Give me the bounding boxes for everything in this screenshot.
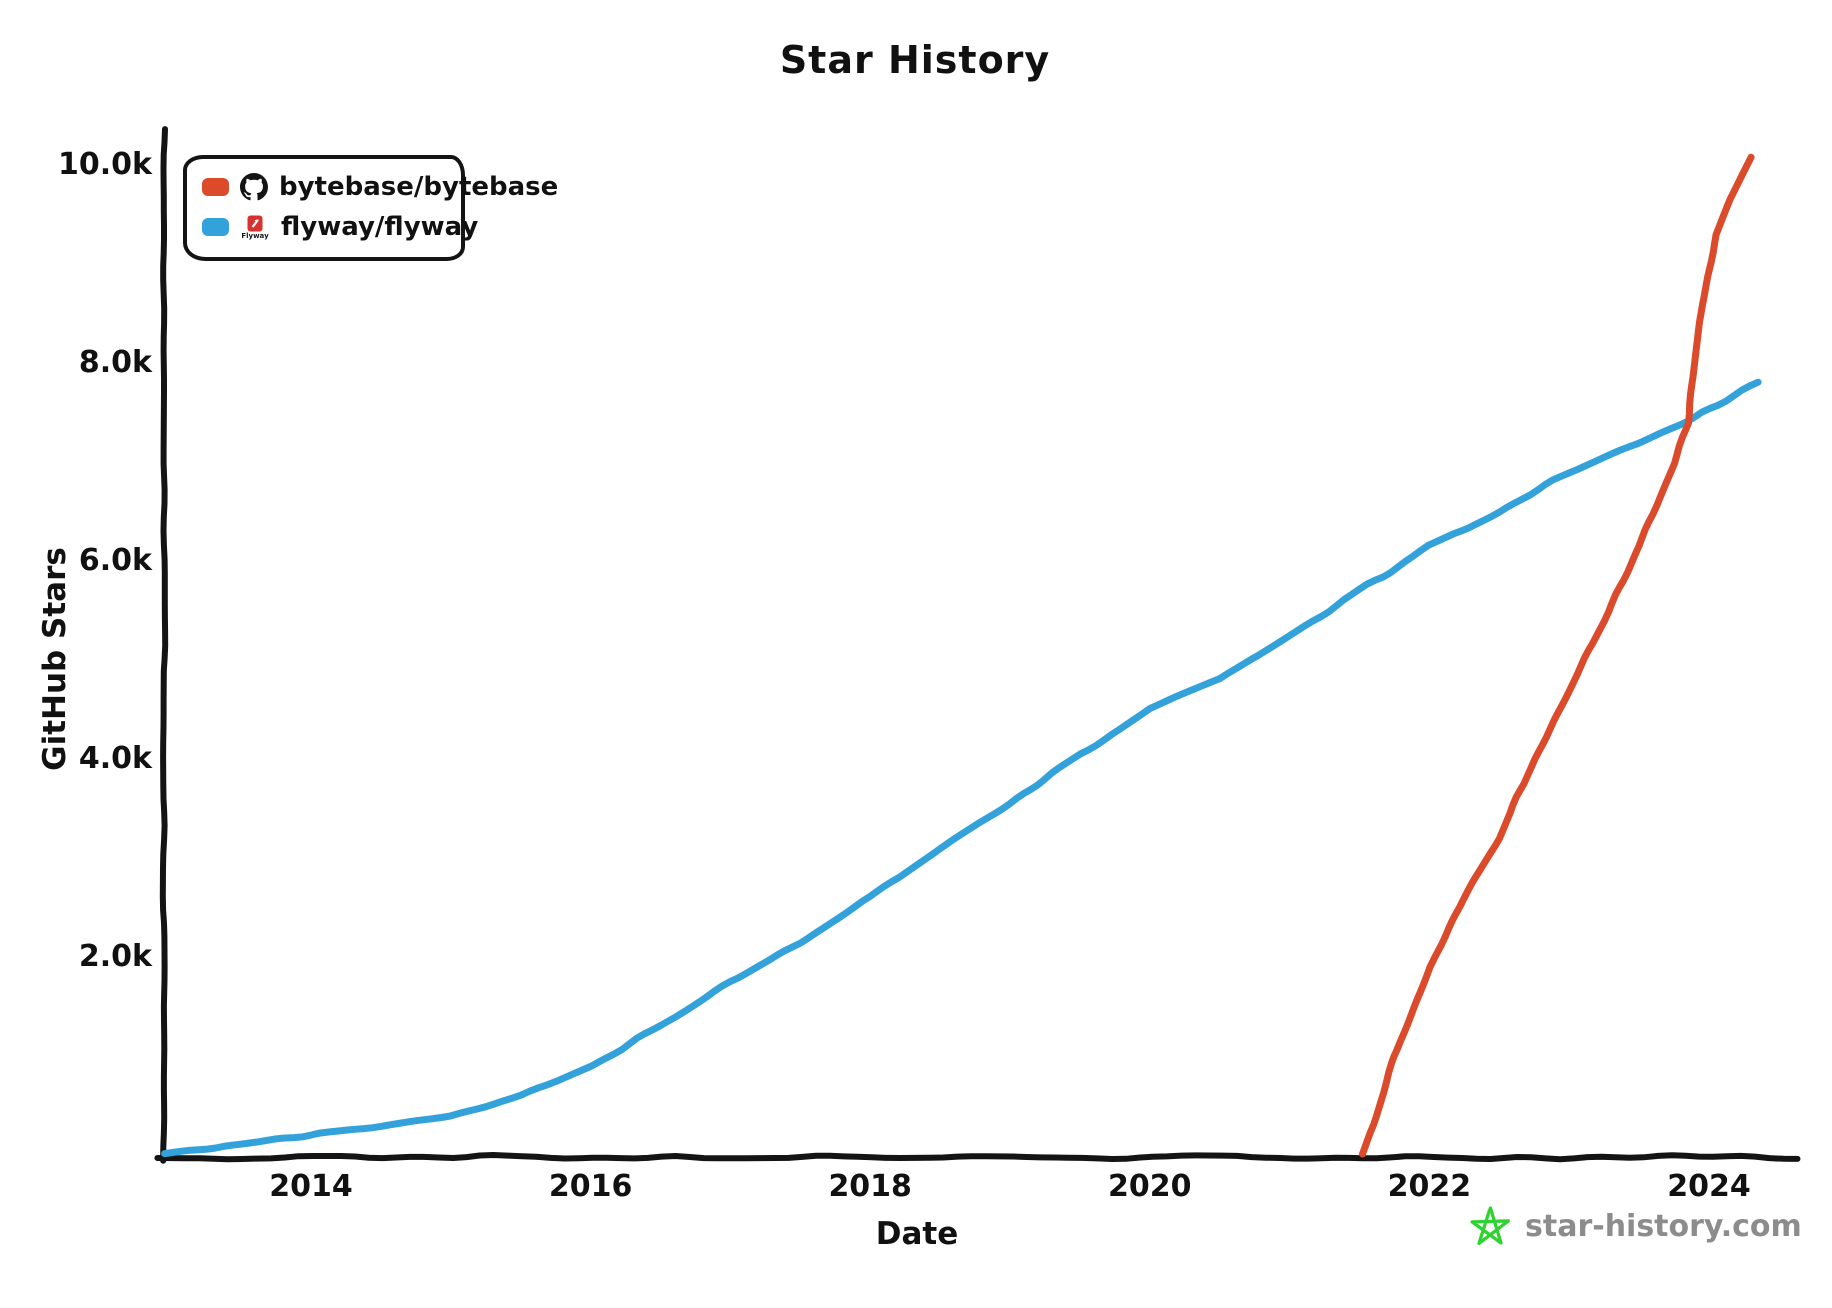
x-tick-2018: 2018 bbox=[828, 1169, 912, 1204]
y-tick-4.0k: 4.0k bbox=[78, 741, 152, 776]
bytebase-color-swatch bbox=[202, 178, 229, 196]
y-tick-6.0k: 6.0k bbox=[78, 543, 152, 578]
flyway-logo-text: Flyway bbox=[241, 231, 269, 240]
watermark-text: star-history.com bbox=[1525, 1208, 1802, 1244]
x-axis-line bbox=[154, 1152, 1801, 1163]
bytebase-line bbox=[1359, 153, 1755, 1158]
x-tick-2016: 2016 bbox=[548, 1169, 633, 1204]
legend: bytebase/bytebase Flyway flyway/flyway bbox=[183, 155, 558, 261]
chart-title: Star History bbox=[779, 38, 1051, 82]
flyway-line bbox=[161, 378, 1762, 1158]
flyway-color-swatch bbox=[202, 218, 229, 236]
y-tick-8.0k: 8.0k bbox=[78, 345, 152, 380]
watermark-link[interactable]: star-history.com bbox=[1468, 1204, 1802, 1248]
legend-item-bytebase: bytebase/bytebase bbox=[187, 167, 558, 207]
y-tick-2.0k: 2.0k bbox=[78, 939, 152, 974]
github-icon bbox=[240, 173, 268, 201]
star-icon bbox=[1470, 1206, 1510, 1246]
flyway-icon: Flyway bbox=[240, 215, 270, 240]
legend-item-flyway: Flyway flyway/flyway bbox=[187, 207, 478, 247]
x-tick-2020: 2020 bbox=[1108, 1169, 1192, 1204]
y-tick-10.0k: 10.0k bbox=[58, 147, 152, 182]
legend-label-flyway: flyway/flyway bbox=[281, 212, 479, 242]
x-axis-title: Date bbox=[875, 1216, 959, 1252]
x-tick-2024: 2024 bbox=[1667, 1169, 1751, 1204]
x-tick-2022: 2022 bbox=[1387, 1169, 1472, 1204]
y-axis-line bbox=[159, 126, 169, 1164]
legend-label-bytebase: bytebase/bytebase bbox=[279, 172, 559, 202]
x-tick-2014: 2014 bbox=[269, 1169, 353, 1204]
